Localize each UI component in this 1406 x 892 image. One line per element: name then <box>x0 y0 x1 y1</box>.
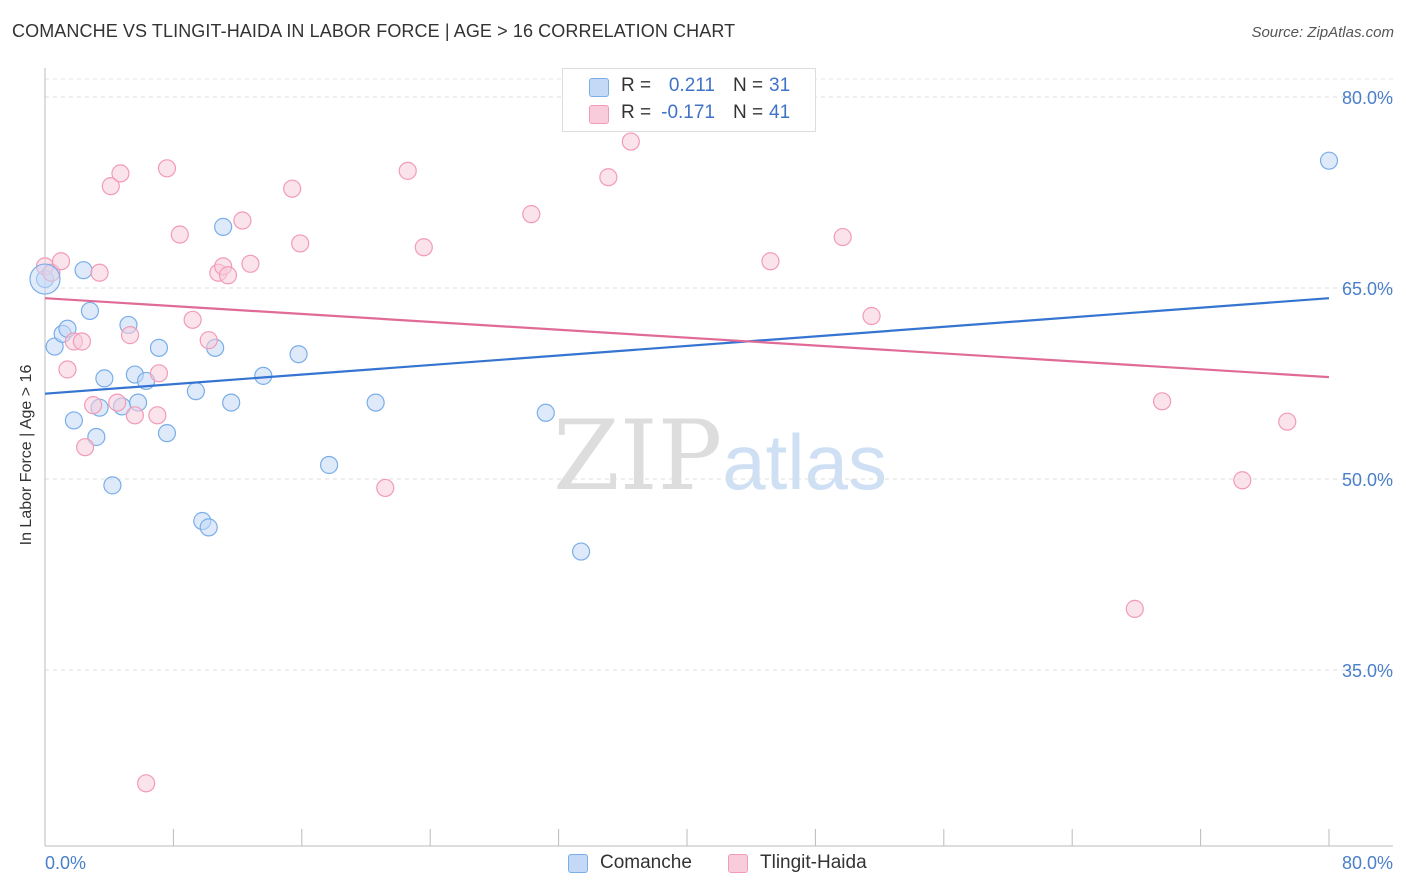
tlingit-haida-point <box>157 159 177 178</box>
n-value: 31 <box>769 75 791 96</box>
comanche-point <box>319 455 339 475</box>
comanche-point <box>1319 151 1339 170</box>
comanche-point <box>186 382 205 401</box>
tlingit-haida-point <box>72 332 92 351</box>
tlingit-haida-point <box>101 177 120 196</box>
tlingit-haida-point <box>1278 412 1297 431</box>
tlingit-haida-point <box>599 168 618 187</box>
y-tick-label: 50.0% <box>1342 470 1393 490</box>
tlingit-haida-point <box>522 205 541 224</box>
x-ticks <box>44 829 1330 846</box>
y-tick-label: 35.0% <box>1342 661 1393 681</box>
tlingit-haida-point <box>51 252 71 271</box>
tlingit-haida-point <box>621 132 640 151</box>
tlingit-haida-point <box>90 263 109 282</box>
tlingit-haida-point <box>414 238 433 257</box>
comanche-point <box>222 393 241 412</box>
tlingit-haida-point <box>108 393 127 412</box>
tlingit-haida-point <box>148 406 167 425</box>
comanche-swatch <box>589 78 609 97</box>
x-tick-label: 0.0% <box>45 853 86 873</box>
comanche-point <box>80 301 100 321</box>
comanche-point <box>87 427 106 447</box>
comanche-trend-line <box>44 297 1330 395</box>
tlingit-haida-point <box>291 234 310 253</box>
y-tick-label: 80.0% <box>1342 88 1393 108</box>
tlingit-haida-point <box>376 478 395 498</box>
tlingit-haida-point <box>84 396 103 415</box>
n-value: 41 <box>769 102 791 123</box>
tlingit-haida-point <box>170 225 189 244</box>
r-value: -0.171 <box>661 102 715 123</box>
data-points <box>29 132 1339 793</box>
tlingit-haida-point <box>137 774 156 793</box>
gridlines <box>45 78 1393 671</box>
comanche-point <box>214 217 233 236</box>
chart-title: COMANCHE VS TLINGIT-HAIDA IN LABOR FORCE… <box>12 21 736 41</box>
tlingit-haida-point <box>761 252 780 271</box>
tlingit-haida-point <box>241 254 260 273</box>
watermark: ZIPatlas <box>553 400 887 512</box>
n-label: N = <box>733 75 764 96</box>
comanche-point <box>64 411 83 430</box>
tlingit-haida-trend-line <box>44 297 1330 379</box>
trend-lines <box>44 297 1330 395</box>
tlingit-haida-point <box>833 227 852 247</box>
watermark-zip: ZIP <box>553 400 723 512</box>
tlingit-haida-point <box>862 306 881 326</box>
tlingit-haida-point <box>233 211 252 230</box>
r-value: 0.211 <box>668 75 715 96</box>
tlingit-haida-point <box>199 331 218 350</box>
tlingit-haida-point <box>120 326 140 345</box>
y-tick-label: 65.0% <box>1342 279 1393 299</box>
x-tick-label: 80.0% <box>1342 853 1393 873</box>
tlingit-haida-point <box>183 310 202 329</box>
comanche-point <box>199 518 218 537</box>
legend-label: Comanche <box>600 852 692 873</box>
watermark-atlas: atlas <box>722 418 887 506</box>
legend-label: Tlingit-Haida <box>760 852 867 873</box>
tlingit-haida-swatch <box>728 854 748 873</box>
n-label: N = <box>733 102 764 123</box>
tlingit-haida-swatch <box>589 105 609 124</box>
comanche-point <box>95 369 114 388</box>
tlingit-haida-point <box>76 438 95 457</box>
tlingit-haida-point <box>111 164 130 183</box>
source-credit: Source: ZipAtlas.com <box>1251 24 1394 41</box>
tlingit-haida-point <box>398 161 417 180</box>
comanche-swatch <box>568 854 588 873</box>
comanche-point <box>103 476 122 495</box>
comanche-point <box>366 393 385 412</box>
r-label: R = <box>621 75 652 96</box>
comanche-point <box>289 345 308 364</box>
comanche-point <box>536 403 555 422</box>
comanche-point <box>74 261 93 280</box>
correlation-legend: R = 0.211 N = 31 R = -0.171 N = 41 <box>562 68 816 132</box>
tlingit-haida-point <box>283 179 302 198</box>
comanche-point <box>149 338 169 357</box>
tlingit-haida-point <box>125 406 144 425</box>
tlingit-haida-point <box>1125 599 1144 618</box>
y-tick-labels: 80.0% 65.0% 50.0% 35.0% <box>1342 88 1393 681</box>
r-label: R = <box>621 102 652 123</box>
axes <box>44 68 1393 847</box>
tlingit-haida-point <box>149 364 169 383</box>
comanche-cluster-point <box>29 263 61 295</box>
comanche-point <box>571 542 591 561</box>
comanche-point <box>157 424 177 443</box>
tlingit-haida-point <box>1233 471 1252 490</box>
comanche-point <box>254 366 273 385</box>
tlingit-haida-point <box>58 360 77 379</box>
tlingit-haida-point <box>1152 392 1172 411</box>
tlingit-haida-point <box>218 266 238 285</box>
